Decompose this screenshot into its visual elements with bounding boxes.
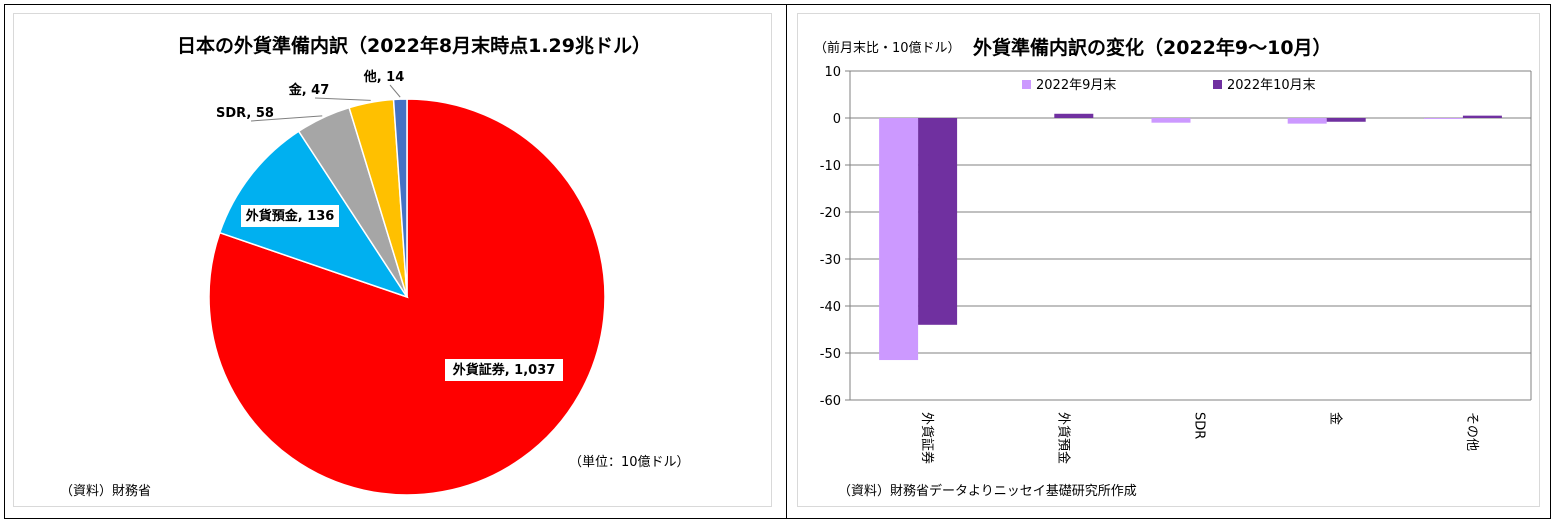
bar-xtick-label-1: 外貨預金 [1055,412,1071,464]
bar-3-0 [1287,118,1327,124]
bar-2-0 [1151,118,1191,123]
pie-label-4: 他, 14 [363,69,405,85]
pie-label-0: 外貨証券, 1,037 [452,362,556,378]
pie-chart-panel: 日本の外貨準備内訳（2022年8月末時点1.29兆ドル） 外貨証券, 1,037… [13,13,772,507]
bar-ytick-label-4: -30 [820,253,841,268]
bar-chart-panel: （前月末比・10億ドル） 外貨準備内訳の変化（2022年9～10月） 10 0 -1… [797,13,1540,507]
bar-xtick-label-2: SDR [1192,412,1207,439]
bar-ytick-label-1: 0 [833,112,841,127]
bar-legend: 2022年9月末 2022年10月末 [1022,78,1316,93]
outer-frame [4,4,1551,519]
pie-slice-4 [392,98,408,298]
bar-xtick-label-4: その他 [1464,412,1479,451]
bar-grid [850,70,1531,401]
pie-leader-line-2 [250,115,323,122]
bar-3-1 [1326,118,1366,122]
bar-ytick-label-5: -40 [820,300,841,315]
bar-chart-ylabel: （前月末比・10億ドル） [814,40,961,56]
pie-label-box-0 [445,359,563,381]
pie-chart-title: 日本の外貨準備内訳（2022年8月末時点1.29兆ドル） [177,34,651,57]
bar-legend-label-0: 2022年9月末 [1036,78,1116,93]
bar-chart-title: 外貨準備内訳の変化（2022年9～10月） [973,36,1332,59]
pie-source-note: （資料）財務省 [60,484,151,499]
pie-chart: 日本の外貨準備内訳（2022年8月末時点1.29兆ドル） 外貨証券, 1,037… [60,34,690,499]
bar-marks [879,113,1502,361]
panel-divider [786,4,787,519]
bar-xtick-label-3: 金 [1328,412,1344,425]
bar-legend-swatch-0 [1022,80,1031,89]
pie-leader-line-3 [314,97,371,101]
pie-label-1: 外貨預金, 136 [245,208,335,224]
bar-legend-swatch-1 [1213,80,1222,89]
pie-slices [208,98,606,496]
pie-label-2: SDR, 58 [216,106,274,121]
bar-chart: （前月末比・10億ドル） 外貨準備内訳の変化（2022年9～10月） 10 0 -1… [814,36,1532,499]
bar-y-axis: 10 0 -10 -20 -30 -40 -50 -60 [820,65,1532,409]
bar-0-1 [918,118,958,325]
pie-labels: 外貨証券, 1,037 外貨預金, 136 SDR, 58 金, 47 他, 14 [216,69,563,381]
pie-unit-note: （単位：10億ドル） [569,454,690,470]
bar-source-note: （資料）財務省データよりニッセイ基礎研究所作成 [838,483,1137,499]
bar-xtick-label-0: 外貨証券 [919,412,935,464]
bar-legend-label-1: 2022年10月末 [1227,78,1316,93]
bar-ytick-label-2: -10 [820,159,841,174]
bar-0-0 [879,118,919,361]
bar-x-axis: 外貨証券 外貨預金 SDR 金 その他 [919,412,1479,464]
bar-ytick-label-0: 10 [824,65,841,80]
bar-1-1 [1054,113,1094,118]
bar-4-1 [1462,115,1502,118]
bar-ytick-label-7: -60 [820,394,841,409]
pie-leader-line-4 [389,84,401,98]
bar-ytick-label-6: -50 [820,347,841,362]
bar-4-0 [1423,118,1463,119]
pie-label-3: 金, 47 [288,82,330,98]
pie-label-box-1 [241,205,339,227]
bar-ytick-label-3: -20 [820,206,841,221]
